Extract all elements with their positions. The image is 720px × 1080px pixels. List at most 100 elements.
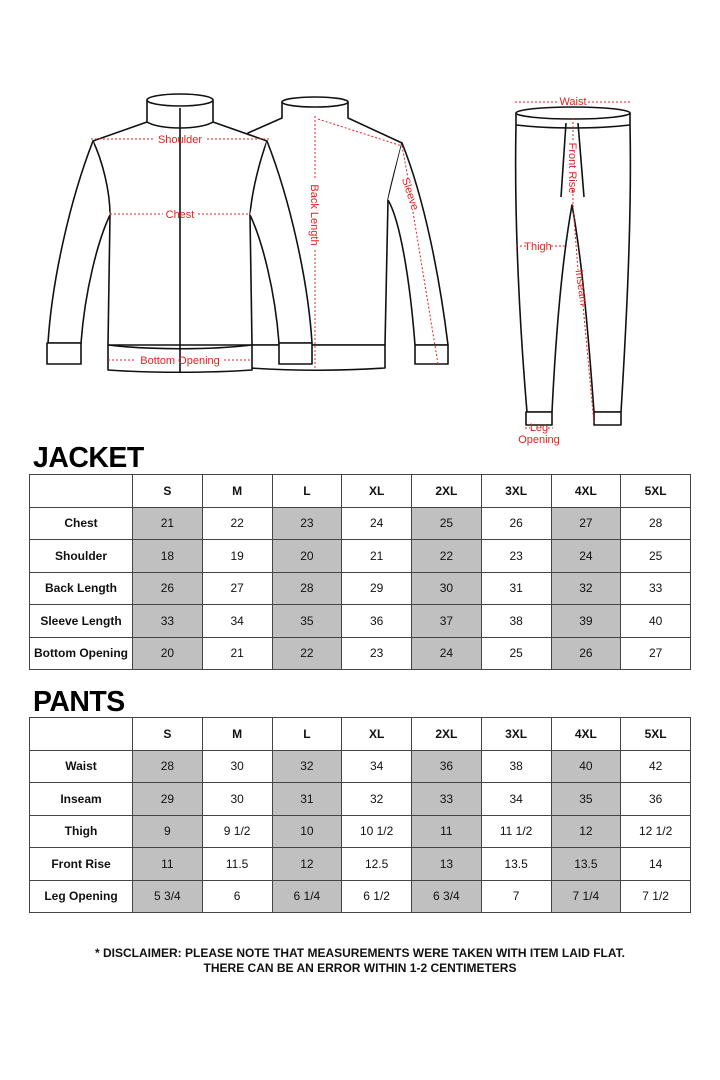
measurement-value: 28: [271, 571, 343, 605]
measurement-value: 36: [620, 782, 691, 816]
measurement-value: 10 1/2: [341, 814, 412, 848]
measurement-label: Shoulder: [29, 539, 133, 573]
garment-measurement-diagram: Shoulder Chest Bottom Opening Back Lengt…: [46, 93, 632, 446]
measurement-value: 23: [271, 506, 343, 540]
measurement-label: Front Rise: [29, 847, 133, 881]
bottom-opening-measure-label: Bottom Opening: [140, 355, 220, 367]
measurement-value: 13.5: [550, 847, 622, 881]
table-row: Back Length 26 27 28 29 30 31 32 33: [29, 571, 691, 605]
size-header: M: [201, 474, 273, 508]
size-header: 4XL: [550, 474, 622, 508]
table-row: Waist 28 30 32 34 36 38 40 42: [29, 749, 691, 783]
measurement-value: 34: [341, 749, 412, 783]
measurement-value: 29: [341, 571, 412, 605]
measurement-value: 40: [620, 604, 691, 638]
measurement-value: 12: [550, 814, 622, 848]
measurement-value: 20: [132, 636, 203, 670]
measurement-value: 11.5: [201, 847, 273, 881]
measurement-value: 21: [201, 636, 273, 670]
size-header: 5XL: [620, 474, 691, 508]
thigh-measure-label: Thigh: [524, 241, 552, 253]
measurement-value: 23: [341, 636, 412, 670]
measurement-value: 6 1/4: [271, 879, 343, 913]
measurement-label: Thigh: [29, 814, 133, 848]
measurement-value: 35: [271, 604, 343, 638]
leg-opening-measure-label: Leg: [530, 422, 548, 434]
size-header: M: [201, 717, 273, 751]
disclaimer: * DISCLAIMER: PLEASE NOTE THAT MEASUREME…: [0, 946, 720, 976]
measurement-value: 20: [271, 539, 343, 573]
measurement-value: 11 1/2: [480, 814, 552, 848]
corner-cell: [29, 474, 133, 508]
measurement-value: 33: [132, 604, 203, 638]
size-header: L: [271, 474, 343, 508]
measurement-value: 23: [480, 539, 552, 573]
chest-measure-label: Chest: [166, 209, 195, 221]
measurement-label: Leg Opening: [29, 879, 133, 913]
measurement-value: 6: [201, 879, 273, 913]
measurement-value: 33: [411, 782, 482, 816]
measurement-value: 22: [201, 506, 273, 540]
measurement-value: 11: [132, 847, 203, 881]
pants-section-title: PANTS: [33, 686, 125, 718]
measurement-value: 11: [411, 814, 482, 848]
measurement-value: 34: [201, 604, 273, 638]
size-header: 5XL: [620, 717, 691, 751]
jacket-size-table: S M L XL 2XL 3XL 4XL 5XL Chest 21 22 23 24 25 26 27 28 Sh…: [29, 474, 691, 670]
measurement-value: 28: [620, 506, 691, 540]
measurement-value: 27: [201, 571, 273, 605]
measurement-value: 24: [411, 636, 482, 670]
measurement-value: 32: [341, 782, 412, 816]
measurement-value: 24: [550, 539, 622, 573]
measurement-value: 26: [550, 636, 622, 670]
pants-size-table: S M L XL 2XL 3XL 4XL 5XL Waist 28 30 32 34 36 38 40 42 In…: [29, 717, 691, 913]
measurement-label: Back Length: [29, 571, 133, 605]
measurement-value: 37: [411, 604, 482, 638]
measurement-value: 36: [411, 749, 482, 783]
measurement-value: 14: [620, 847, 691, 881]
table-row: Leg Opening 5 3/4 6 6 1/4 6 1/2 6 3/4 7 7 1/4 7 …: [29, 879, 691, 913]
measurement-value: 13.5: [480, 847, 552, 881]
measurement-value: 6 3/4: [411, 879, 482, 913]
measurement-value: 29: [132, 782, 203, 816]
size-header: 2XL: [411, 717, 482, 751]
measurement-label: Sleeve Length: [29, 604, 133, 638]
measurement-value: 12 1/2: [620, 814, 691, 848]
measurement-value: 27: [550, 506, 622, 540]
header-row: S M L XL 2XL 3XL 4XL 5XL: [29, 474, 691, 508]
header-row: S M L XL 2XL 3XL 4XL 5XL: [29, 717, 691, 751]
measurement-value: 6 1/2: [341, 879, 412, 913]
measurement-value: 7 1/4: [550, 879, 622, 913]
disclaimer-line-1: * DISCLAIMER: PLEASE NOTE THAT MEASUREME…: [95, 946, 625, 960]
measurement-value: 13: [411, 847, 482, 881]
measurement-value: 26: [132, 571, 203, 605]
measurement-value: 22: [411, 539, 482, 573]
inseam-measure-label: Inseam: [573, 269, 590, 306]
size-header: 2XL: [411, 474, 482, 508]
table-row: Inseam 29 30 31 32 33 34 35 36: [29, 782, 691, 816]
size-header: XL: [341, 717, 412, 751]
measurement-label: Bottom Opening: [29, 636, 133, 670]
measurement-value: 21: [341, 539, 412, 573]
measurement-label: Waist: [29, 749, 133, 783]
measurement-value: 19: [201, 539, 273, 573]
measurement-value: 9: [132, 814, 203, 848]
measurement-value: 25: [620, 539, 691, 573]
measurement-value: 33: [620, 571, 691, 605]
measurement-value: 26: [480, 506, 552, 540]
size-header: S: [132, 717, 203, 751]
table-row: Chest 21 22 23 24 25 26 27 28: [29, 506, 691, 540]
jacket-front-illustration: [46, 93, 313, 374]
measurement-value: 22: [271, 636, 343, 670]
measurement-label: Inseam: [29, 782, 133, 816]
leg-opening-measure-label-2: Opening: [518, 434, 560, 446]
shoulder-measure-label: Shoulder: [158, 134, 202, 146]
measurement-value: 7 1/2: [620, 879, 691, 913]
measurement-value: 31: [271, 782, 343, 816]
measurement-value: 40: [550, 749, 622, 783]
measurement-label: Chest: [29, 506, 133, 540]
measurement-value: 30: [411, 571, 482, 605]
measurement-value: 5 3/4: [132, 879, 203, 913]
size-header: 3XL: [480, 717, 552, 751]
size-header: 4XL: [550, 717, 622, 751]
